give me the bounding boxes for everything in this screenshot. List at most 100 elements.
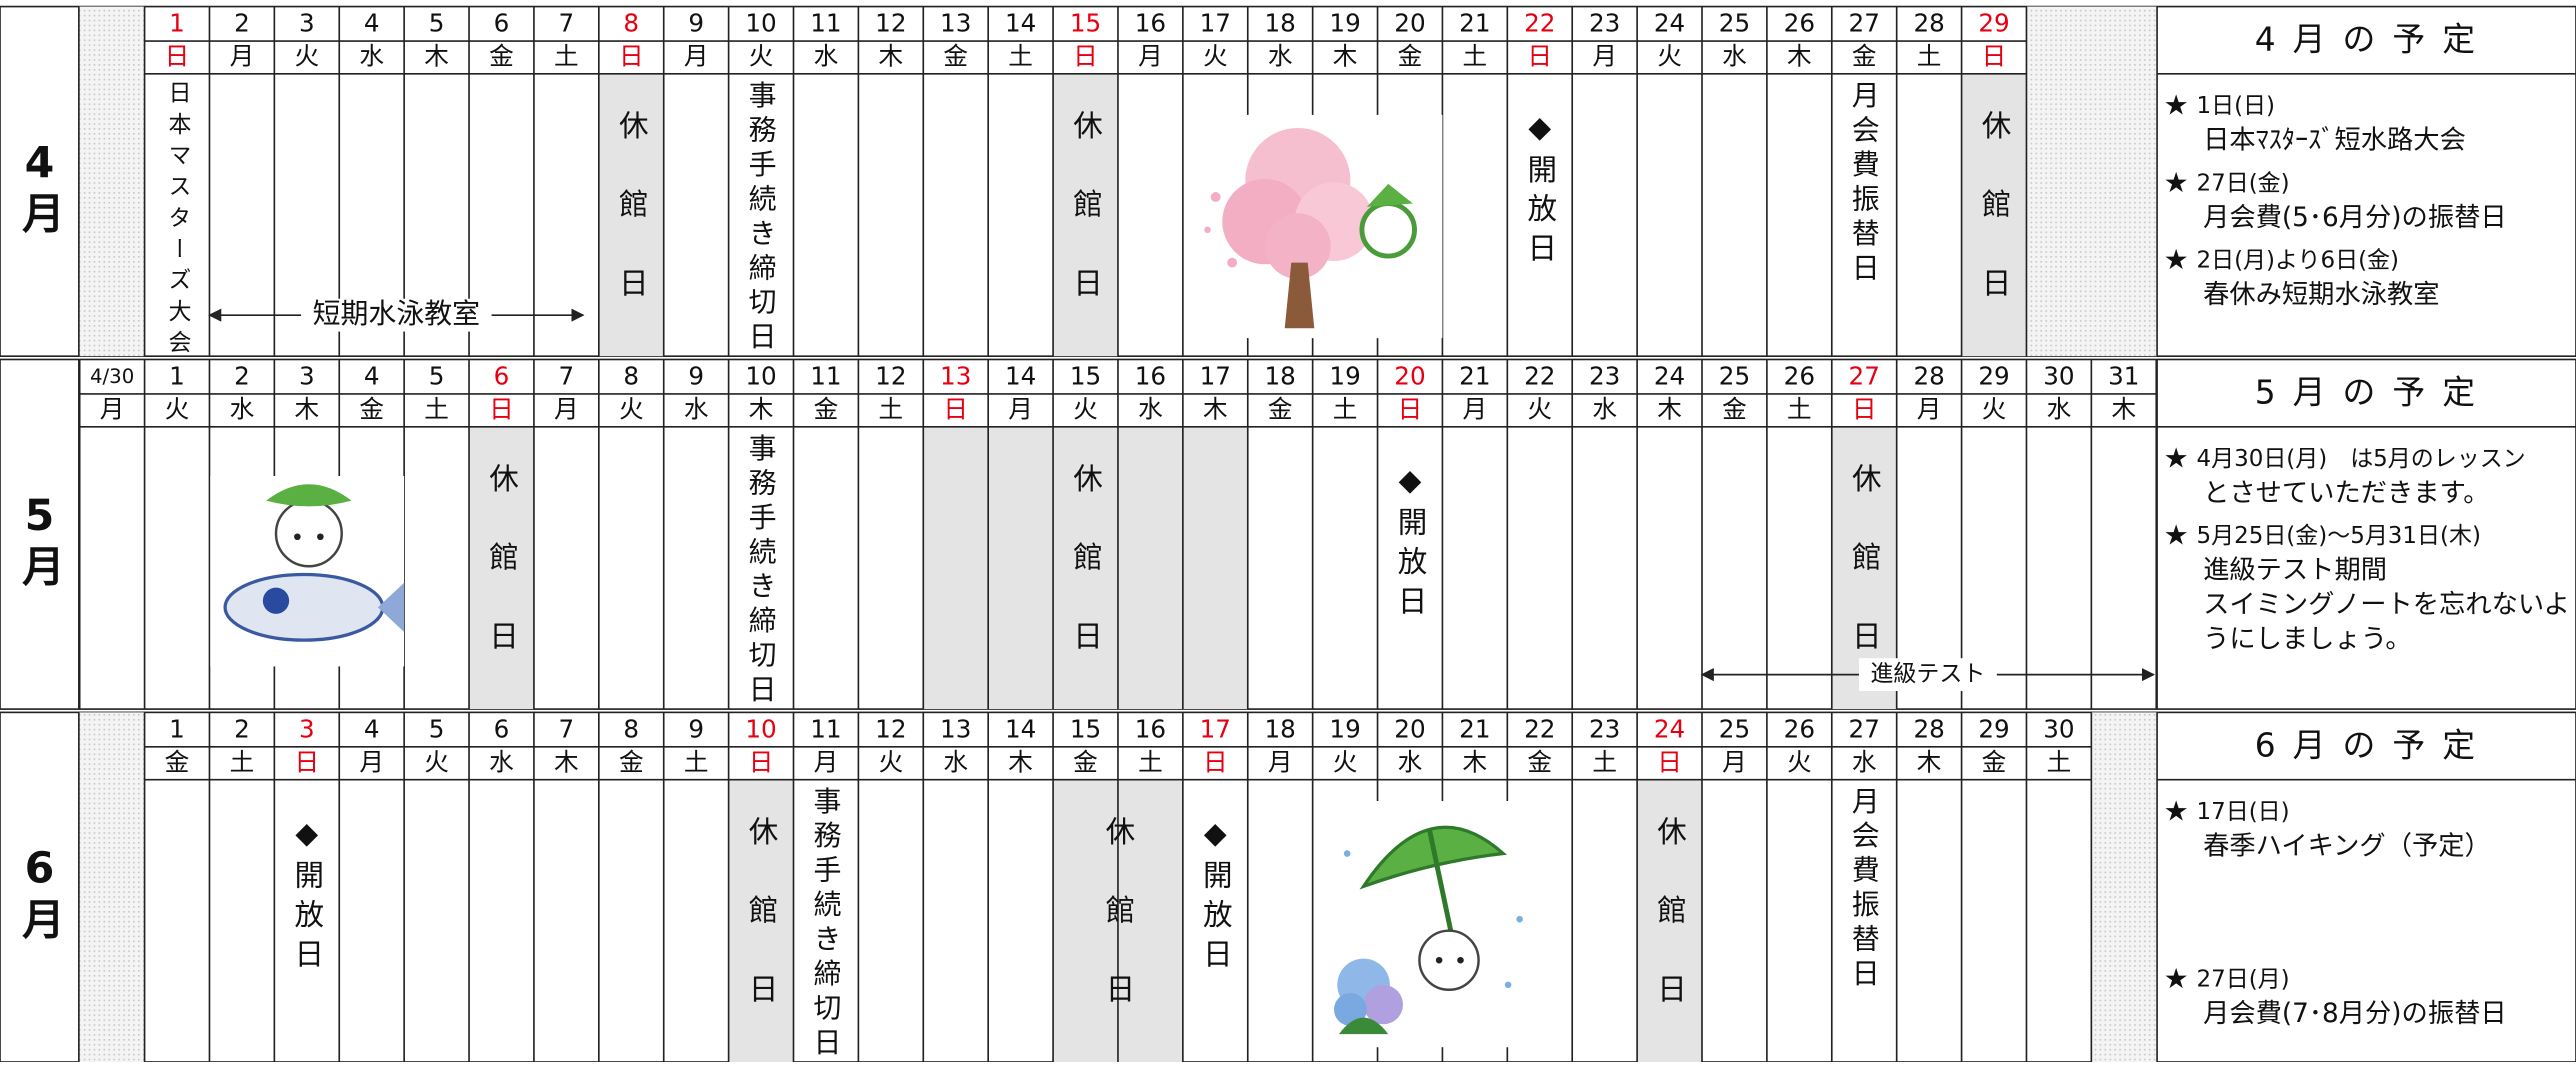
day-number: 17 — [1200, 714, 1231, 743]
weekday: 火 — [1333, 747, 1358, 776]
day-number: 4 — [364, 362, 380, 391]
weekday: 火 — [1203, 41, 1228, 70]
event-closed: 休館日 — [1101, 816, 1135, 1052]
range-label-bg — [301, 298, 492, 332]
weekday: 土 — [1917, 41, 1942, 70]
day-number: 18 — [1265, 9, 1296, 38]
weekday: 木 — [1657, 394, 1682, 423]
blank-area — [78, 6, 145, 357]
event-closed: 休館日 — [1069, 110, 1103, 346]
weekday: 火 — [879, 747, 904, 776]
ajisai-mascot — [1327, 801, 1541, 1048]
weekday: 火 — [1657, 41, 1682, 70]
schedule-text: 春休み短期水泳教室 — [2203, 280, 2439, 310]
schedule-text: とさせていただきます。 — [2203, 479, 2489, 509]
day-number: 15 — [1070, 9, 1101, 38]
weekday: 月 — [1268, 747, 1293, 776]
weekday: 金 — [1398, 41, 1423, 70]
day-number: 16 — [1135, 714, 1166, 743]
day-number: 12 — [875, 9, 906, 38]
range-label: 短期水泳教室 — [313, 297, 481, 330]
day-number: 5 — [429, 714, 445, 743]
weekday: 金 — [165, 747, 190, 776]
day-number: 28 — [1913, 9, 1944, 38]
weekday: 金 — [1268, 394, 1293, 423]
day-number: 10 — [745, 714, 776, 743]
weekday: 火 — [1982, 394, 2007, 423]
day-number: 20 — [1394, 9, 1425, 38]
weekday: 金 — [1722, 394, 1747, 423]
day-number: 21 — [1459, 9, 1490, 38]
event-notice: 月会費振替日 — [1848, 786, 1881, 993]
day-number: 3 — [299, 362, 315, 391]
weekday: 水 — [1722, 41, 1747, 70]
day-number: 5 — [429, 9, 445, 38]
weekday: 金 — [814, 394, 839, 423]
weekday: 日 — [1203, 747, 1228, 776]
weekday: 月 — [554, 394, 579, 423]
schedule-title: 5 月 の 予 定 — [2255, 373, 2479, 411]
day-number: 26 — [1784, 714, 1815, 743]
day-number: 28 — [1913, 362, 1944, 391]
schedule-bullet: ★ — [2164, 243, 2189, 276]
day-number: 19 — [1329, 362, 1360, 391]
day-number: 2 — [234, 362, 250, 391]
day-number: 30 — [2043, 714, 2074, 743]
weekday: 土 — [1592, 747, 1617, 776]
day-number: 14 — [1005, 362, 1036, 391]
day-number: 30 — [2043, 362, 2074, 391]
weekday: 金 — [1852, 41, 1877, 70]
weekday: 月 — [1463, 394, 1488, 423]
day-number: 6 — [494, 714, 510, 743]
weekday: 火 — [424, 747, 449, 776]
weekday: 木 — [749, 394, 774, 423]
day-number: 2 — [234, 9, 250, 38]
weekday: 土 — [424, 394, 449, 423]
weekday: 日 — [943, 394, 968, 423]
weekday: 日 — [749, 747, 774, 776]
day-number: 11 — [810, 714, 841, 743]
day-number: 11 — [810, 362, 841, 391]
day-number: 18 — [1265, 362, 1296, 391]
day-number: 25 — [1719, 9, 1750, 38]
day-number: 4 — [364, 9, 380, 38]
event-closed: 休館日 — [744, 816, 778, 1052]
schedule-text: 17日(日) — [2197, 799, 2290, 825]
schedule-text: 日本ﾏｽﾀｰｽﾞ短水路大会 — [2203, 126, 2466, 156]
event-notice: 事務手続き締切日 — [745, 80, 778, 356]
day-number: 14 — [1005, 9, 1036, 38]
closed-day-shade — [1961, 73, 2027, 357]
day-number: 31 — [2108, 362, 2139, 391]
weekday: 火 — [1073, 394, 1098, 423]
event-closed: 休館日 — [1977, 110, 2011, 346]
schedule-bullet: ★ — [2164, 442, 2189, 475]
day-number: 8 — [623, 362, 639, 391]
weekday: 火 — [619, 394, 644, 423]
closed-day-shade — [728, 779, 794, 1062]
month-label: 4月 — [14, 138, 64, 237]
day-number: 25 — [1719, 714, 1750, 743]
weekday: 金 — [1527, 747, 1552, 776]
weekday: 木 — [1463, 747, 1488, 776]
weekday: 土 — [1138, 747, 1163, 776]
weekday: 土 — [1787, 394, 1812, 423]
day-number: 27 — [1849, 362, 1880, 391]
day-number: 22 — [1524, 714, 1555, 743]
weekday: 金 — [1073, 747, 1098, 776]
day-number: 12 — [875, 714, 906, 743]
weekday: 土 — [879, 394, 904, 423]
weekday: 日 — [1982, 41, 2007, 70]
day-number: 19 — [1329, 714, 1360, 743]
event-closed: 休館日 — [1653, 816, 1687, 1052]
schedule-text: 5月25日(金)～5月31日(木) — [2197, 523, 2481, 549]
weekday: 土 — [2047, 747, 2072, 776]
weekday: 金 — [359, 394, 384, 423]
weekday: 水 — [684, 394, 709, 423]
weekday: 日 — [1657, 747, 1682, 776]
weekday: 水 — [943, 747, 968, 776]
event-closed: 休館日 — [1069, 463, 1103, 699]
day-number: 12 — [875, 362, 906, 391]
day-number: 3 — [299, 714, 315, 743]
day-number: 7 — [559, 362, 575, 391]
schedule-text: 27日(金) — [2197, 170, 2290, 196]
